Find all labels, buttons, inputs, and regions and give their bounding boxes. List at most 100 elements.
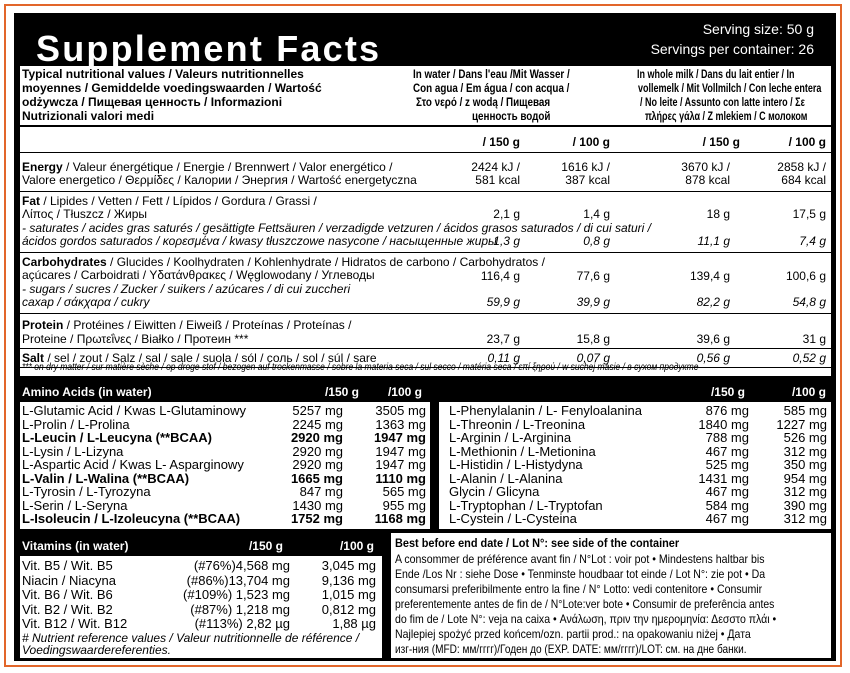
vitamin-value: (#76%)4,568 mg xyxy=(193,558,290,573)
divider xyxy=(20,191,831,192)
amino-value: 1430 mg xyxy=(292,497,343,513)
carb-label: Carbohydrates / Glucides / Koolhydraten … xyxy=(22,255,545,269)
amino-value: 467 mg xyxy=(705,443,749,459)
sugars-value: 82,2 g xyxy=(696,295,730,309)
carb-value: 116,4 g xyxy=(480,269,520,283)
protein-value: 15,8 g xyxy=(576,332,610,346)
water-header-line: Con agua / Em água / con acqua / xyxy=(413,81,570,95)
amino-value: 312 mg xyxy=(783,511,827,526)
milk-header-line: vollemelk / Mit Vollmilch / Con leche en… xyxy=(638,81,822,95)
amino-value: 312 mg xyxy=(783,484,827,499)
amino-value: 2920 mg xyxy=(290,430,343,445)
divider xyxy=(20,125,831,127)
amino-value: 526 mg xyxy=(783,430,827,445)
amino-left-table: L-Glutamic Acid / Kwas L-Glutaminowy 525… xyxy=(20,402,430,529)
divider xyxy=(20,348,831,349)
best-before-line: do fim de / Lote N°: veja na caixa • Ανά… xyxy=(395,612,777,626)
amino-row: L-Methionin / L-Metionina xyxy=(449,443,596,459)
salt-value: 0,52 g xyxy=(792,351,826,365)
amino-value: 312 mg xyxy=(783,443,827,459)
nutrition-header-line: Typical nutritional values / Valeurs nut… xyxy=(22,67,304,81)
energy-kcal-value: 878 kcal xyxy=(685,173,730,187)
energy-label: Energy / Valeur énergétique / Energie / … xyxy=(22,160,393,174)
fat-value: 17,5 g xyxy=(792,207,826,221)
amino-row: L-Lysin / L-Lizyna xyxy=(22,443,124,459)
best-before-line: A consommer de préférence avant fin / N°… xyxy=(395,552,765,566)
carb-value: 77,6 g xyxy=(576,269,610,283)
amino-value: 954 mg xyxy=(783,470,827,486)
amino-value: 1168 mg xyxy=(374,511,426,526)
protein-value: 39,6 g xyxy=(696,332,730,346)
amino-value: 1431 mg xyxy=(698,470,749,486)
amino-row: L-Phenylalanin / L- Fenyloalanina xyxy=(449,403,642,418)
vitamin-row: Vit. B2 / Wit. B2 xyxy=(22,601,113,617)
vitamin-value: 3,045 mg xyxy=(321,558,376,573)
col-milk-150: / 150 g xyxy=(702,135,740,149)
amino-value: 1840 mg xyxy=(698,416,749,432)
col-water-100: / 100 g xyxy=(572,135,610,149)
nrv-note: # Nutrient reference values / Valeur nut… xyxy=(22,631,360,645)
amino-row: L-Arginin / L-Arginina xyxy=(449,430,572,445)
amino-row: L-Glutamic Acid / Kwas L-Glutaminowy xyxy=(22,403,246,418)
saturates-value: 11,1 g xyxy=(697,234,730,248)
amino-value: 1947 mg xyxy=(375,443,426,459)
water-header-line: In water / Dans l'eau /Mit Wasser / xyxy=(413,67,570,81)
best-before-line: consumarsi preferibilmente entro la fine… xyxy=(395,582,763,596)
serving-size: Serving size: 50 g xyxy=(702,21,814,37)
milk-header-line: In whole milk / Dans du lait entier / In xyxy=(637,67,795,81)
servings-per-container: Servings per container: 26 xyxy=(650,41,814,57)
vitamin-value: 1,88 µg xyxy=(332,616,376,631)
fat-label: Fat / Lipides / Vetten / Fett / Lípidos … xyxy=(22,194,317,208)
sugars-value: 59,9 g xyxy=(486,295,520,309)
amino-value: 955 mg xyxy=(382,497,426,513)
amino-value: 1947 mg xyxy=(373,430,426,445)
amino-row: L-Cystein / L-Cysteina xyxy=(449,511,577,526)
amino-row: Glycin / Glicyna xyxy=(449,484,540,499)
amino-header: Amino Acids (in water) xyxy=(22,385,152,399)
nutrition-header-line: moyennes / Gemiddelde voedingswaarden / … xyxy=(22,81,322,95)
sugars-value: 39,9 g xyxy=(576,295,610,309)
vitamins-header: Vitamins (in water) xyxy=(22,539,129,553)
vitamin-row: Vit. B12 / Wit. B12 xyxy=(22,616,128,631)
fat-value: 1,4 g xyxy=(583,207,610,221)
saturates-value: 1,3 g xyxy=(493,234,520,248)
amino-value: 585 mg xyxy=(783,403,827,418)
sugars-label-2: сахар / σάκχαρα / cukry xyxy=(22,295,150,309)
salt-value: 0,11 g xyxy=(487,351,520,365)
vitamin-value: (#113%) 2,82 µg xyxy=(194,616,290,631)
nrv-note-2: Voedingswaardereferenties. xyxy=(22,643,171,657)
vitamins-table: Vit. B5 / Wit. B5 (#76%)4,568 mg 3,045 m… xyxy=(20,556,382,658)
amino-value: 1227 mg xyxy=(776,416,827,432)
divider xyxy=(20,152,831,153)
amino-col-100: /100 g xyxy=(387,385,422,399)
vitamin-row: Vit. B5 / Wit. B5 xyxy=(22,558,113,573)
amino-row: L-Threonin / L-Treonina xyxy=(449,416,586,432)
fat-value: 18 g xyxy=(706,207,730,221)
energy-label-2: Valore energetico / Θερμίδες / Калории /… xyxy=(22,173,417,187)
sugars-label: - sugars / sucres / Zucker / suikers / a… xyxy=(22,282,351,296)
amino-row-bcaa: L-Isoleucin / L-Izoleucyna (**BCAA) xyxy=(22,511,241,526)
fat-label-2: Λίπος / Tłuszcz / Жиры xyxy=(22,207,148,221)
col-milk-100: / 100 g xyxy=(788,135,826,149)
best-before-line: preferentemente antes de fin de / N°Lote… xyxy=(395,597,775,611)
protein-value: 23,7 g xyxy=(486,332,520,346)
label-panel: Supplement Facts Serving size: 50 g Serv… xyxy=(14,13,836,661)
best-before-box: Best before end date / Lot N°: see side … xyxy=(391,533,831,658)
salt-value: 0,56 g xyxy=(696,351,730,365)
energy-kj-value: 1616 kJ / xyxy=(561,160,610,174)
amino-row: L-Prolin / L-Prolina xyxy=(22,416,130,432)
amino-value: 876 mg xyxy=(705,403,749,418)
amino-row-bcaa: L-Valin / L-Walina (**BCAA) xyxy=(22,470,190,486)
dry-matter-footnote: *** on dry matter / sur matière sèche / … xyxy=(22,362,699,373)
amino-value: 5257 mg xyxy=(292,403,343,418)
salt-label: Salt / sel / zout / Salz / sal / sale / … xyxy=(22,351,377,365)
amino-value: 467 mg xyxy=(705,511,749,526)
amino-right-table: L-Phenylalanin / L- Fenyloalanina 876 mg… xyxy=(439,402,831,529)
sugars-value: 54,8 g xyxy=(792,295,826,309)
label-title: Supplement Facts xyxy=(36,28,382,69)
best-before-line: Najlepiej spożyć przed końcem/ozn. parti… xyxy=(395,627,751,641)
amino-value: 565 mg xyxy=(382,484,426,499)
protein-label-2: Proteine / Πρωτεΐνες / Białko / Протеин … xyxy=(22,332,249,346)
saturates-value: 0,8 g xyxy=(583,234,610,248)
vitamin-value: 9,136 mg xyxy=(321,572,376,588)
